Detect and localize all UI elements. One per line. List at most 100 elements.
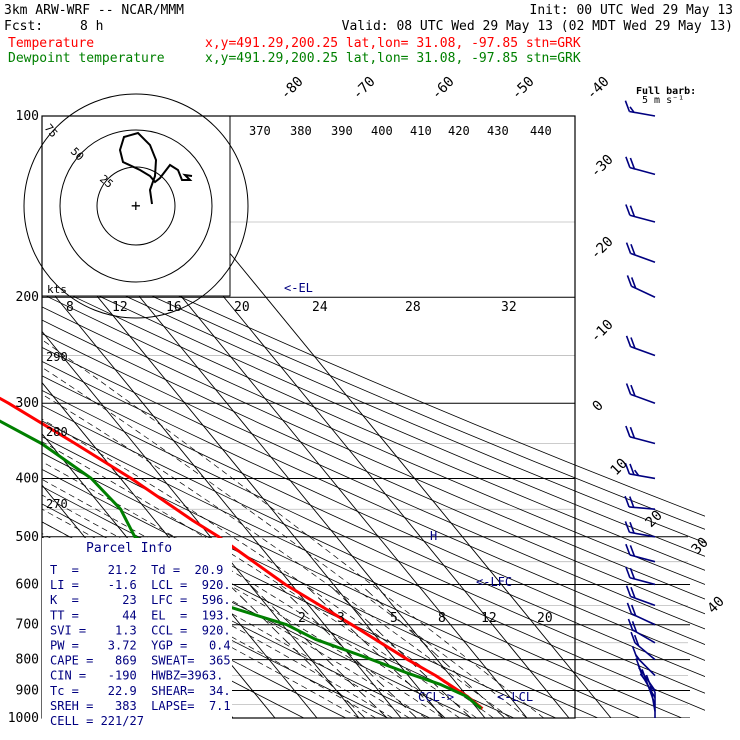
parcel-info-row: Tc = 22.9 SHEAR= 34. [50, 684, 231, 698]
wind-barb-flag [627, 618, 634, 631]
parcel-info-row: T = 21.2 Td = 20.9 [50, 563, 223, 577]
isotherm-line [42, 381, 318, 718]
dry-adiabat-line [42, 293, 705, 585]
pressure-tick-label: 100 [16, 109, 39, 124]
plot-frame [41, 115, 576, 719]
wind-speed-scale-label: 8 [66, 300, 74, 315]
wind-barb [625, 242, 656, 264]
pressure-tick-label: 800 [16, 653, 39, 668]
dry-adiabat-label: 270 [46, 497, 68, 511]
mixing-ratio-label: 2 [298, 611, 306, 626]
wind-barb-flag [633, 634, 640, 647]
isotherm-label: -50 [509, 74, 538, 103]
ccl-marker-label: CCL-> [418, 690, 454, 704]
wind-barb-flag [629, 426, 636, 439]
wind-barb-flag [625, 383, 632, 395]
dry-adiabat-line [42, 375, 705, 678]
dry-adiabat-line [42, 256, 705, 544]
mixing-ratio-label: 8 [438, 611, 446, 626]
wind-barb-flag [630, 337, 636, 349]
pressure-tick-label: 400 [16, 471, 39, 486]
dry-adiabat-line [42, 333, 705, 630]
wind-barb-flag [625, 204, 631, 216]
page-header: 3km ARW-WRF -- NCAR/MMM Init: 00 UTC Wed… [4, 3, 733, 66]
pressure-tick-label: 300 [16, 396, 39, 411]
wind-barb-flag [629, 496, 635, 508]
parcel-info-row: TT = 44 EL = 193. [50, 608, 231, 622]
moist-adiabat-line [42, 508, 410, 718]
theta-e-scale-label: 410 [410, 124, 432, 138]
el-marker-label: <-EL [284, 281, 313, 295]
parcel-info-row: CIN = -190 HWBZ=3963. [50, 669, 223, 683]
wind-barb-column [624, 100, 656, 718]
theta-e-scale-label: 380 [290, 124, 312, 138]
wind-barb-flag [624, 100, 631, 112]
isotherm-label: -80 [278, 74, 307, 103]
wind-barb-flag [633, 469, 640, 477]
barb-key-label: Full barb: [636, 86, 696, 97]
parcel-info-row: PW = 3.72 YGP = 0.4 [50, 639, 231, 653]
wind-barb-flag [639, 673, 645, 680]
dry-adiabat-line [42, 390, 705, 694]
wind-barb-flag [629, 463, 635, 476]
isotherm-label: -70 [350, 74, 379, 103]
mixing-ratio-line [249, 584, 388, 718]
dewpoint-location-info: x,y=491.29,200.25 lat,lon= 31.08, -97.85… [205, 51, 581, 66]
dry-adiabat-line [42, 268, 705, 557]
lfc-marker-label: <-LFC [476, 575, 512, 589]
moist-adiabat-line [42, 367, 528, 718]
wind-barb-flag [629, 545, 636, 557]
wind-barb-flag [629, 521, 635, 534]
mixing-ratio-label: 12 [481, 611, 497, 626]
wind-barb [624, 495, 656, 511]
hodograph-trace [118, 131, 193, 205]
dry-adiabat-label: 290 [46, 350, 68, 364]
mixing-ratio-label: 20 [537, 611, 553, 626]
wind-barb-flag [625, 335, 632, 347]
hodograph-ring [23, 93, 249, 319]
wind-barb-flag [625, 156, 631, 168]
dry-adiabat-line [42, 232, 705, 517]
pressure-tick-label: 200 [16, 290, 39, 305]
wind-barb-flag [635, 654, 641, 661]
temperature-profile-line [0, 396, 484, 710]
wind-speed-scale-label: 28 [405, 300, 421, 315]
isotherm-label: 0 [590, 398, 607, 415]
wind-barb-flag [625, 566, 631, 578]
mixing-ratio-line [228, 584, 366, 718]
parcel-info-title: Parcel Info [86, 541, 172, 556]
wind-barb [635, 658, 656, 691]
forecast-hour: 8 h [80, 19, 103, 34]
wind-barb-flag [626, 602, 633, 615]
valid-time: Valid: 08 UTC Wed 29 May 13 (02 MDT Wed … [342, 19, 733, 34]
mixing-ratio-line [360, 584, 506, 718]
wind-barb-flag [638, 667, 644, 674]
parcel-info-row: SREH = 383 LAPSE= 7.1 [50, 699, 231, 713]
wind-barb [624, 521, 656, 538]
parcel-info-box: Parcel Info T = 21.2 Td = 20.9LI = -1.6 L… [42, 538, 232, 728]
theta-e-scale-label: 420 [448, 124, 470, 138]
moist-adiabat-line [42, 494, 427, 718]
wind-barb-flag [630, 384, 636, 397]
dry-adiabat-line [42, 346, 705, 645]
dry-adiabat-label: 280 [46, 425, 68, 439]
wind-barb [624, 462, 656, 480]
wind-speed-scale-label: 20 [234, 300, 250, 315]
wind-barb-flag [624, 521, 631, 533]
isotherm-label: -30 [588, 152, 617, 181]
wind-barb [627, 618, 656, 644]
wind-barb-flag [629, 106, 635, 113]
parcel-info-row: K = 23 LFC = 596. [50, 593, 231, 607]
model-title: 3km ARW-WRF -- NCAR/MMM [4, 3, 184, 18]
wind-barb [626, 602, 656, 626]
wind-speed-scale-label: 24 [312, 300, 328, 315]
forecast-label: Fcst: [4, 19, 43, 34]
wind-barb-flag [625, 425, 631, 438]
dewpoint-legend-label: Dewpoint temperature [8, 51, 165, 66]
wind-barb-flag [624, 462, 631, 475]
wind-barb [625, 566, 656, 586]
dry-adiabat-line [42, 452, 599, 718]
wind-barb-flag [625, 585, 632, 597]
wind-barb [631, 646, 656, 677]
